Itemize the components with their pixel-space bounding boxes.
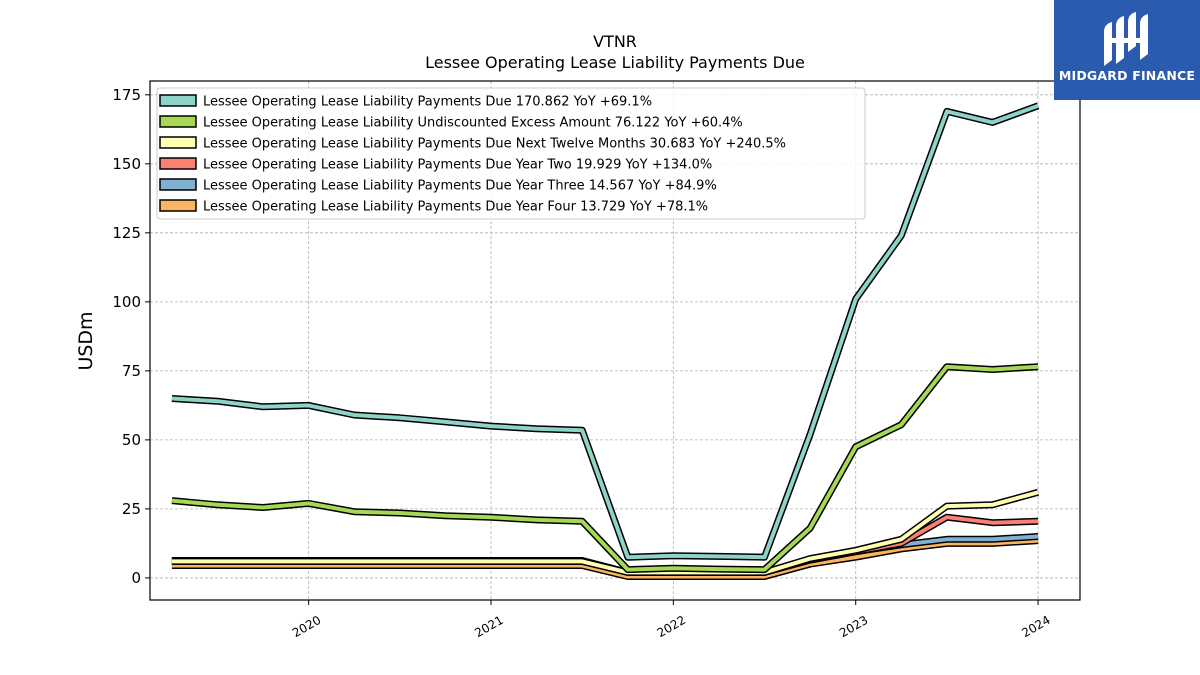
series-line bbox=[171, 538, 1039, 579]
legend-entry: Lessee Operating Lease Liability Payment… bbox=[203, 200, 708, 215]
chart-subtitle: Lessee Operating Lease Liability Payment… bbox=[425, 53, 805, 72]
chart-title: VTNR bbox=[593, 32, 637, 51]
series-lines bbox=[171, 102, 1040, 580]
series-line bbox=[171, 490, 1039, 575]
x-tick-label: 2020 bbox=[290, 613, 323, 640]
legend-swatch bbox=[159, 199, 197, 212]
series-1 bbox=[171, 102, 1040, 561]
brand-name: MIDGARD FINANCE bbox=[1058, 68, 1196, 83]
axes: 0 25 50 75 100 125 150 175 2020 2021 2022 2023 2024 bbox=[112, 86, 1052, 640]
legend-swatch bbox=[159, 157, 197, 170]
x-tick-label: 2022 bbox=[655, 613, 688, 640]
y-tick-label: 125 bbox=[112, 224, 141, 242]
series-2 bbox=[171, 363, 1039, 574]
brand-mark-icon bbox=[1104, 12, 1148, 66]
plot-frame bbox=[149, 80, 1081, 601]
series-6 bbox=[171, 537, 1039, 580]
brand-logo: MIDGARD FINANCE bbox=[1054, 0, 1200, 100]
legend-swatch bbox=[159, 94, 197, 107]
y-tick-label: 150 bbox=[112, 155, 141, 173]
y-axis-label: USDm bbox=[75, 311, 97, 370]
legend-box bbox=[156, 87, 866, 220]
x-tick-label: 2023 bbox=[837, 613, 870, 640]
y-tick-label: 50 bbox=[122, 431, 141, 449]
legend-entry: Lessee Operating Lease Liability Payment… bbox=[203, 158, 712, 173]
y-tick-label: 175 bbox=[112, 86, 141, 104]
legend-entry: Lessee Operating Lease Liability Payment… bbox=[203, 179, 717, 194]
series-line bbox=[171, 364, 1039, 572]
y-tick-label: 75 bbox=[122, 362, 141, 380]
legend-swatch bbox=[159, 136, 197, 149]
legend-entry: Lessee Operating Lease Liability Payment… bbox=[203, 137, 786, 152]
legend-entry: Lessee Operating Lease Liability Payment… bbox=[203, 95, 652, 110]
legend-swatch bbox=[159, 178, 197, 191]
y-tick-label: 25 bbox=[122, 500, 141, 518]
series-3 bbox=[171, 488, 1040, 576]
legend-entry: Lessee Operating Lease Liability Undisco… bbox=[203, 116, 743, 131]
legend: Lessee Operating Lease Liability Payment… bbox=[156, 87, 866, 220]
y-tick-label: 0 bbox=[131, 569, 141, 587]
y-tick-label: 100 bbox=[112, 293, 141, 311]
series-line bbox=[171, 103, 1039, 560]
x-tick-label: 2024 bbox=[1019, 613, 1052, 640]
x-tick-label: 2021 bbox=[472, 613, 505, 640]
legend-swatch bbox=[159, 115, 197, 128]
